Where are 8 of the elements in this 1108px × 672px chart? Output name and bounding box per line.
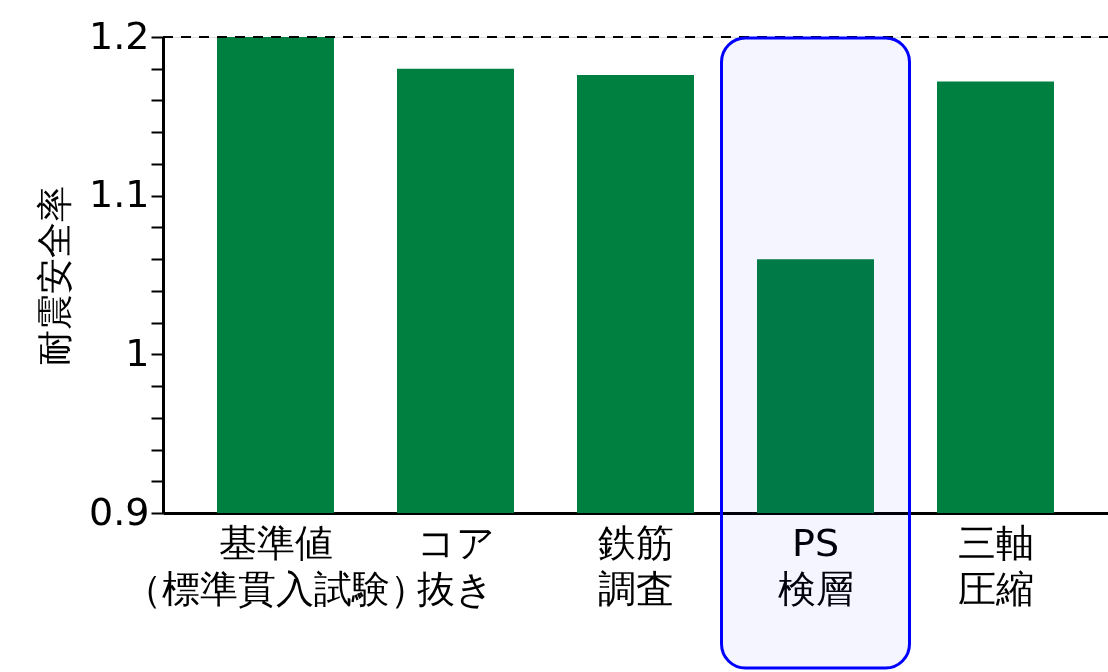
x-tick-label: 三軸圧縮 <box>957 520 1034 611</box>
y-tick-label: 1 <box>125 330 150 375</box>
y-tick-label: 0.9 <box>89 489 150 534</box>
x-tick-label: PS検層 <box>777 520 854 611</box>
y-tick-label: 1.2 <box>89 13 150 58</box>
x-tick-label: 鉄筋調査 <box>597 520 674 611</box>
y-axis-title: 耐震安全率 <box>34 185 76 366</box>
y-tick-label: 1.1 <box>89 172 150 217</box>
